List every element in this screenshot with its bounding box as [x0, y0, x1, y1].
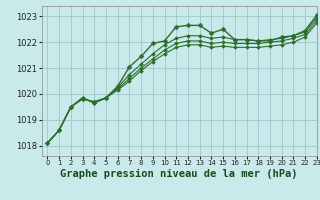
X-axis label: Graphe pression niveau de la mer (hPa): Graphe pression niveau de la mer (hPa)	[60, 169, 298, 179]
